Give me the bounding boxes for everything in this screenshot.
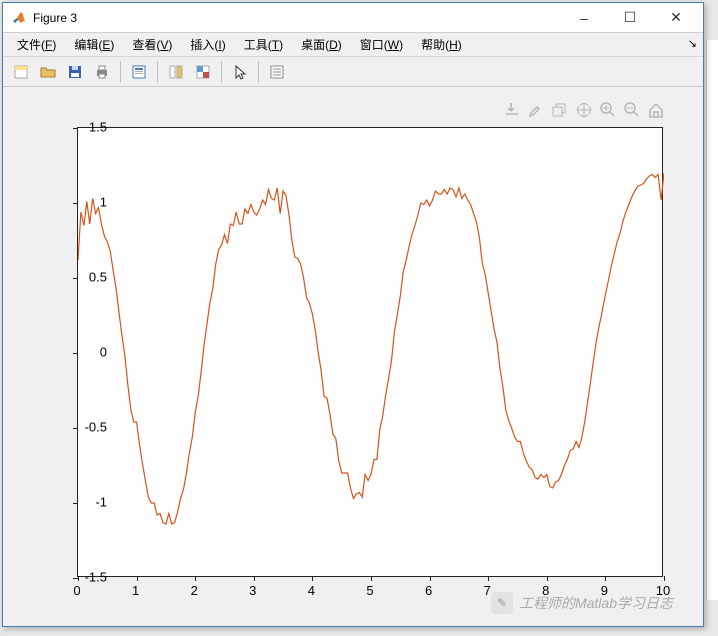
xtick	[312, 576, 313, 581]
save-button[interactable]	[63, 60, 87, 84]
toolbar-separator	[221, 61, 222, 83]
toolbar-separator	[157, 61, 158, 83]
line-plot	[78, 128, 664, 578]
pointer-button[interactable]	[228, 60, 252, 84]
ytick-label: -1	[47, 495, 107, 510]
xtick	[254, 576, 255, 581]
xtick	[137, 576, 138, 581]
menu-t[interactable]: 工具(T)	[236, 34, 291, 55]
axes-restore-button[interactable]	[549, 99, 571, 121]
xtick	[605, 576, 606, 581]
menu-i[interactable]: 插入(I)	[182, 34, 233, 55]
xtick-label: 2	[179, 583, 209, 598]
watermark-text: 工程师的Matlab学习日志	[519, 593, 673, 613]
xtick-label: 3	[238, 583, 268, 598]
ytick-label: 0.5	[47, 270, 107, 285]
axes-export-button[interactable]	[501, 99, 523, 121]
figure-window: Figure 3 – ☐ ✕ 文件(F)编辑(E)查看(V)插入(I)工具(T)…	[2, 2, 704, 627]
axes-toolbar	[501, 99, 667, 121]
ytick-label: -0.5	[47, 420, 107, 435]
matlab-icon	[11, 10, 27, 26]
menu-h[interactable]: 帮助(H)	[413, 34, 470, 55]
menu-d[interactable]: 桌面(D)	[293, 34, 350, 55]
xtick-label: 0	[62, 583, 92, 598]
window-title: Figure 3	[33, 11, 561, 25]
maximize-button[interactable]: ☐	[607, 4, 653, 32]
xtick-label: 4	[296, 583, 326, 598]
xtick	[547, 576, 548, 581]
menu-overflow-icon[interactable]: ↘	[688, 37, 697, 50]
plot-area: -1.5-1-0.500.511.5 012345678910 ✎ 工程师的Ma…	[3, 87, 703, 626]
ytick-label: 0	[47, 345, 107, 360]
toolbar-separator	[120, 61, 121, 83]
xtick-label: 1	[121, 583, 151, 598]
open-button[interactable]	[36, 60, 60, 84]
xtick	[371, 576, 372, 581]
xtick	[488, 576, 489, 581]
watermark: ✎ 工程师的Matlab学习日志	[491, 592, 673, 614]
menu-v[interactable]: 查看(V)	[124, 34, 180, 55]
xtick	[664, 576, 665, 581]
xtick-label: 5	[355, 583, 385, 598]
xtick	[195, 576, 196, 581]
print-button[interactable]	[90, 60, 114, 84]
menu-w[interactable]: 窗口(W)	[352, 34, 411, 55]
axes-zoom-out-button[interactable]	[621, 99, 643, 121]
toolbar-separator	[258, 61, 259, 83]
close-button[interactable]: ✕	[653, 4, 699, 32]
link-button[interactable]	[164, 60, 188, 84]
properties-button[interactable]	[265, 60, 289, 84]
axes-zoom-in-button[interactable]	[597, 99, 619, 121]
xtick-label: 6	[414, 583, 444, 598]
background-fragment	[706, 40, 718, 600]
menu-e[interactable]: 编辑(E)	[66, 34, 122, 55]
axes-brush-button[interactable]	[525, 99, 547, 121]
axes-home-button[interactable]	[645, 99, 667, 121]
new-figure-button[interactable]	[9, 60, 33, 84]
minimize-button[interactable]: –	[561, 4, 607, 32]
menubar: 文件(F)编辑(E)查看(V)插入(I)工具(T)桌面(D)窗口(W)帮助(H)…	[3, 33, 703, 57]
toolbar	[3, 57, 703, 87]
axes-pan-button[interactable]	[573, 99, 595, 121]
titlebar: Figure 3 – ☐ ✕	[3, 3, 703, 33]
print-preview-button[interactable]	[127, 60, 151, 84]
data-cursor-button[interactable]	[191, 60, 215, 84]
xtick	[430, 576, 431, 581]
ytick-label: 1	[47, 195, 107, 210]
menu-f[interactable]: 文件(F)	[9, 34, 64, 55]
watermark-icon: ✎	[491, 592, 513, 614]
axes[interactable]	[77, 127, 663, 577]
ytick-label: 1.5	[47, 120, 107, 135]
